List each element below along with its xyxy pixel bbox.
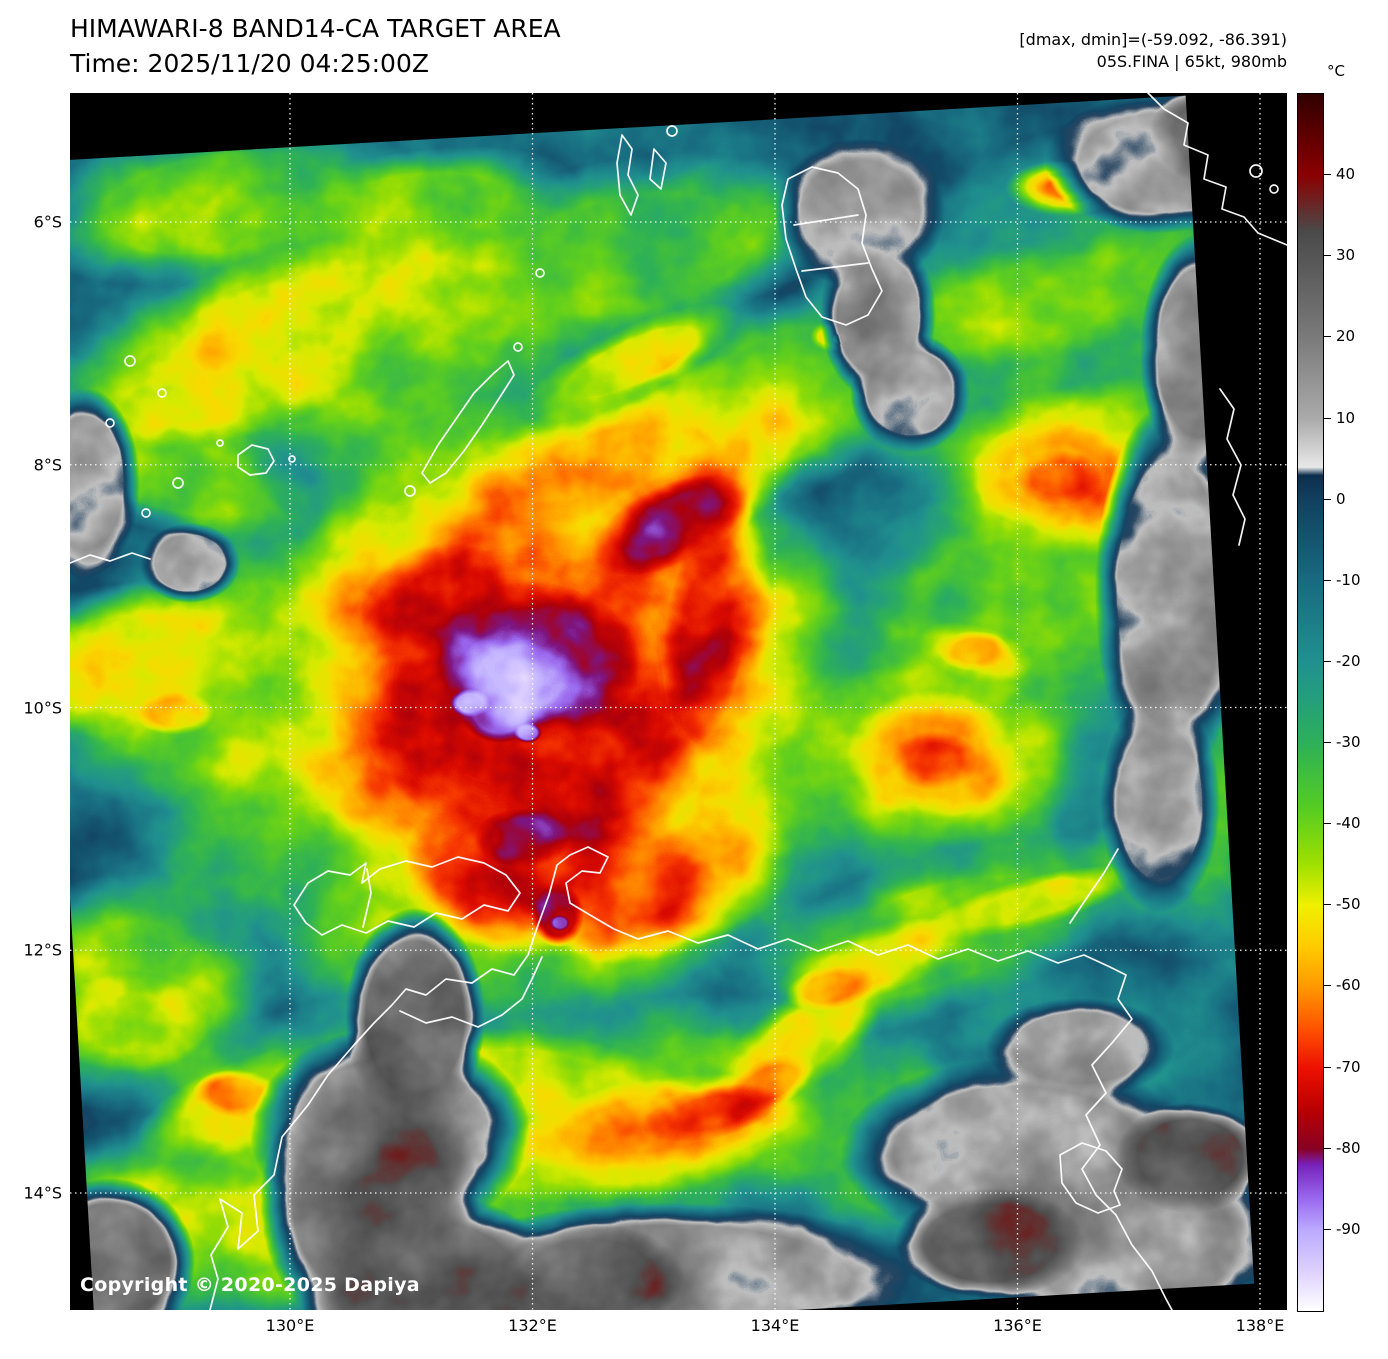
colorbar-tick-label: -20: [1336, 651, 1361, 670]
satellite-map: Copyright © 2020-2025 Dapiya: [70, 93, 1287, 1310]
colorbar-tick-label: -10: [1336, 570, 1361, 589]
colorbar-tick-mark: [1324, 823, 1331, 825]
dmax-dmin-readout: [dmax, dmin]=(-59.092, -86.391): [1019, 30, 1287, 49]
lat-tick-label: 8°S: [33, 455, 62, 475]
colorbar-tick-mark: [1324, 985, 1331, 987]
lat-tick-label: 14°S: [23, 1183, 62, 1203]
lat-tick-label: 10°S: [23, 698, 62, 717]
colorbar-tick-mark: [1324, 255, 1331, 257]
colorbar-tick-mark: [1324, 1147, 1331, 1149]
colorbar-tick-label: 30: [1336, 246, 1356, 265]
colorbar-tick-mark: [1324, 660, 1331, 662]
storm-info: 05S.FINA | 65kt, 980mb: [1096, 52, 1287, 71]
colorbar-tick-mark: [1324, 1066, 1331, 1068]
timestamp: Time: 2025/11/20 04:25:00Z: [70, 49, 429, 78]
colorbar-unit-label: °C: [1327, 62, 1345, 80]
colorbar-tick-mark: [1324, 1228, 1331, 1230]
lon-tick-label: 132°E: [508, 1316, 557, 1335]
colorbar-gradient: [1298, 94, 1323, 1311]
colorbar-tick-mark: [1324, 498, 1331, 500]
coastlines: [70, 93, 1287, 1310]
ir-swath: [70, 95, 1255, 1310]
lat-tick-label: 12°S: [23, 940, 62, 960]
colorbar-tick-mark: [1324, 579, 1331, 581]
colorbar-tick-mark: [1324, 417, 1331, 419]
colorbar: [1297, 93, 1324, 1312]
lon-tick-label: 138°E: [1235, 1316, 1285, 1335]
colorbar-tick-mark: [1324, 336, 1331, 338]
colorbar-tick-label: -30: [1336, 733, 1361, 752]
lon-tick-label: 136°E: [993, 1316, 1042, 1335]
ir-field: [70, 95, 1255, 1310]
colorbar-tick-mark: [1324, 904, 1331, 906]
satellite-image: [70, 93, 1287, 1310]
colorbar-tick-mark: [1324, 742, 1331, 744]
lat-tick-label: 6°S: [33, 212, 62, 232]
colorbar-tick-label: -40: [1336, 814, 1361, 833]
colorbar-tick-label: 0: [1336, 489, 1346, 508]
lon-tick-label: 134°E: [750, 1316, 800, 1335]
lon-tick-label: 130°E: [265, 1316, 315, 1335]
colorbar-tick-label: -50: [1336, 895, 1361, 914]
page-title: HIMAWARI-8 BAND14-CA TARGET AREA: [70, 14, 561, 43]
colorbar-tick-label: 10: [1336, 408, 1356, 427]
colorbar-tick-label: -80: [1336, 1138, 1361, 1157]
colorbar-tick-label: -70: [1336, 1057, 1361, 1076]
colorbar-tick-label: -60: [1336, 976, 1361, 995]
colorbar-tick-label: 20: [1336, 327, 1356, 346]
colorbar-tick-label: 40: [1336, 165, 1356, 184]
colorbar-tick-mark: [1324, 174, 1331, 176]
copyright-watermark: Copyright © 2020-2025 Dapiya: [80, 1274, 420, 1296]
colorbar-tick-label: -90: [1336, 1219, 1361, 1238]
